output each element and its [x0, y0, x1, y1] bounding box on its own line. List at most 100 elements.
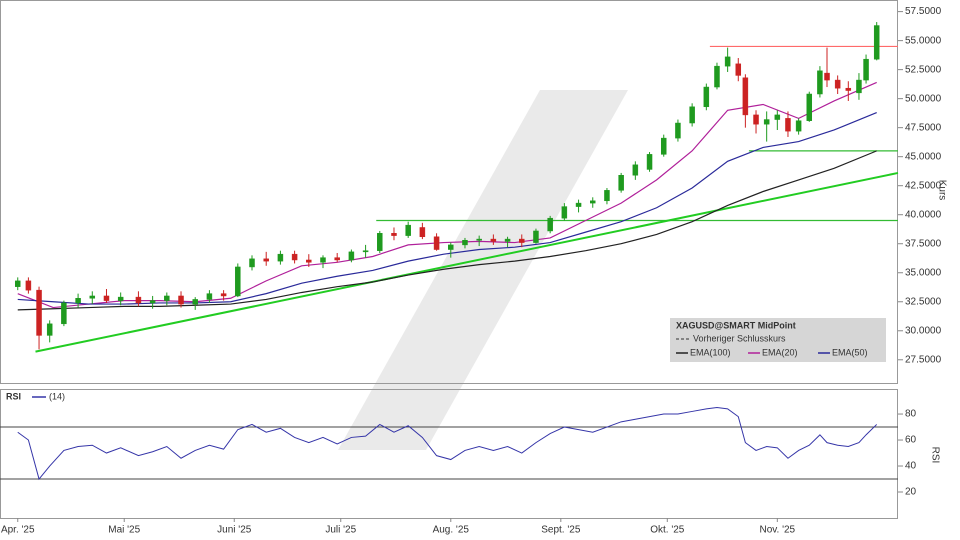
candle-body: [575, 202, 582, 207]
candle-body: [632, 164, 639, 176]
y-tick-label: 37.5000: [905, 238, 942, 249]
candle-body: [334, 257, 340, 261]
candle-body: [873, 25, 880, 60]
y-tick-label: 57.5000: [905, 6, 942, 17]
x-tick-label: Aug. '25: [433, 525, 470, 536]
candle-body: [519, 238, 525, 243]
candle-body: [703, 86, 710, 108]
legend-entry: EMA(100): [690, 347, 731, 357]
y-tick-label: 45.0000: [905, 151, 942, 162]
legend-entry: Vorheriger Schlusskurs: [693, 333, 786, 343]
candle-body: [89, 295, 96, 299]
price-panel: [0, 0, 898, 384]
ema-line: [17, 150, 877, 311]
candle-body: [135, 296, 142, 304]
candle-body: [689, 106, 695, 124]
candle-body: [561, 206, 568, 219]
candle-body: [249, 258, 255, 268]
candle-body: [14, 280, 21, 287]
candle-body: [103, 295, 110, 301]
y-tick-label: 50.0000: [905, 93, 942, 104]
watermark: [338, 90, 628, 450]
candle-body: [192, 299, 198, 305]
y-tick-label: 27.5000: [905, 354, 942, 365]
legend-title: XAGUSD@SMART MidPoint: [676, 320, 796, 330]
candle-body: [46, 323, 53, 336]
candle-body: [178, 295, 184, 305]
y-tick-label: 47.5000: [905, 122, 942, 133]
candle-body: [377, 233, 383, 251]
candle-body: [742, 77, 749, 116]
x-tick-label: Juli '25: [325, 525, 356, 536]
candle-body: [724, 56, 731, 67]
y-tick-label: 80: [905, 409, 917, 420]
x-tick-label: Nov. '25: [759, 525, 795, 536]
ema-line: [17, 81, 877, 309]
candle-body: [753, 114, 759, 125]
candle-body: [75, 298, 81, 304]
candle-body: [533, 230, 539, 243]
candle-body: [476, 238, 482, 241]
candle-body: [735, 63, 742, 76]
y-tick-label: 55.0000: [905, 35, 942, 46]
candle-body: [590, 200, 596, 204]
candle-body: [490, 238, 497, 242]
candle-body: [277, 253, 284, 262]
x-tick-label: Sept. '25: [541, 525, 581, 536]
candle-body: [646, 154, 653, 170]
candle-body: [834, 79, 841, 89]
candle-body: [547, 217, 553, 232]
y-tick-label: 60: [905, 435, 917, 446]
y-tick-label: 32.5000: [905, 296, 942, 307]
trendline: [35, 171, 899, 353]
candle-body: [763, 119, 770, 125]
candle-body: [863, 58, 869, 81]
y-tick-label: 35.0000: [905, 267, 942, 278]
candle-body: [714, 65, 720, 88]
candle-body: [817, 70, 823, 95]
candle-body: [675, 122, 681, 139]
candle-body: [433, 236, 440, 250]
rsi-axis-label: RSI: [929, 447, 940, 464]
y-tick-label: 40: [905, 461, 917, 472]
candle-body: [235, 266, 241, 297]
y-tick-label: 42.5000: [905, 180, 942, 191]
candle-body: [660, 137, 667, 155]
x-tick-label: Okt. '25: [650, 525, 685, 536]
y-tick-label: 40.0000: [905, 209, 942, 220]
candle-body: [25, 280, 32, 291]
rsi-panel: [0, 389, 898, 519]
x-tick-label: Mai '25: [108, 525, 140, 536]
candle-body: [220, 293, 227, 297]
candle-body: [419, 227, 426, 238]
x-tick-label: Apr. '25: [1, 525, 35, 536]
candle-body: [448, 244, 454, 250]
candle-body: [291, 253, 298, 261]
candle-body: [785, 118, 791, 132]
candle-body: [263, 258, 269, 262]
candle-body: [462, 239, 468, 246]
candle-body: [824, 72, 830, 81]
candle-body: [604, 190, 610, 202]
rsi-line: [17, 407, 878, 481]
y-tick-label: 30.0000: [905, 325, 942, 336]
candle-body: [206, 293, 213, 300]
legend-entry: EMA(50): [832, 347, 868, 357]
y-tick-label: 20: [905, 487, 917, 498]
ema-line: [17, 112, 877, 305]
candle-body: [149, 300, 156, 304]
candle-body: [117, 296, 124, 301]
legend: [670, 318, 886, 362]
x-tick-label: Juni '25: [217, 525, 252, 536]
candle-body: [164, 295, 170, 301]
candle-body: [391, 233, 397, 236]
candle-body: [405, 224, 411, 236]
candle-body: [845, 87, 852, 91]
candle-body: [61, 302, 67, 325]
rsi-title: RSI: [6, 391, 21, 401]
legend-entry: EMA(20): [762, 347, 798, 357]
candle-body: [36, 289, 42, 336]
candle-body: [306, 259, 312, 263]
candle-body: [795, 120, 802, 132]
